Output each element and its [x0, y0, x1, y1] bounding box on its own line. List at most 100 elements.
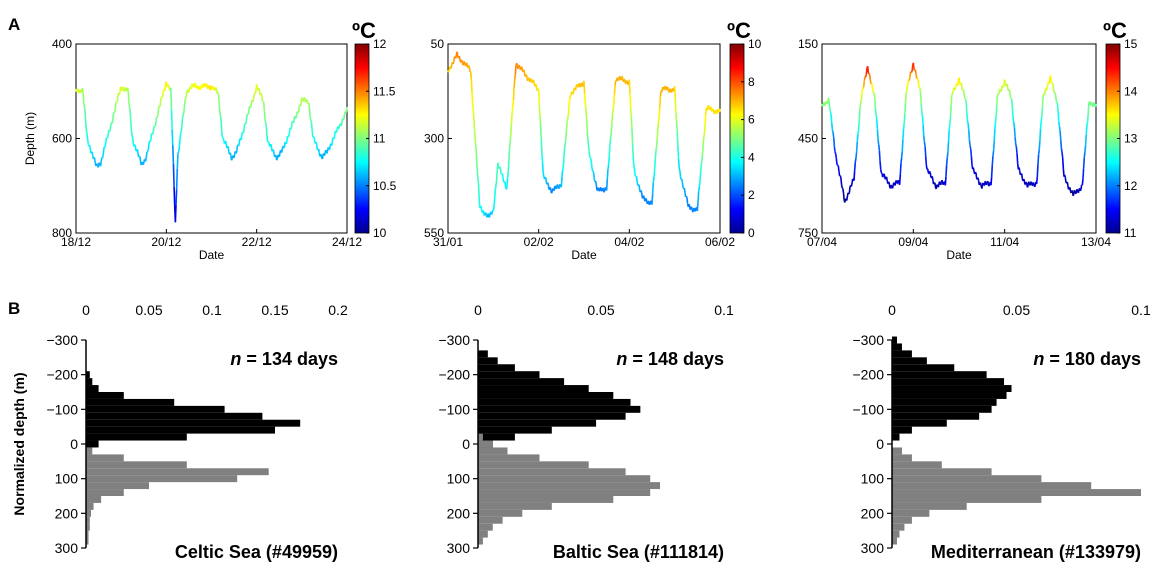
histogram-bar: [478, 440, 493, 448]
trace-segment: [469, 71, 473, 80]
trace-segment: [644, 199, 647, 202]
histogram-series-1: [86, 371, 301, 448]
trace-segment: [870, 83, 873, 86]
trace-segment: [1020, 173, 1024, 179]
trace-segment: [138, 155, 140, 158]
y-tick-label: 150: [798, 37, 818, 51]
colorbar-tick-label: 15: [1124, 37, 1138, 51]
y-tick-label: −100: [438, 401, 470, 417]
trace-segment: [678, 167, 681, 171]
trace-segment: [850, 183, 853, 187]
trace-segment: [126, 87, 130, 93]
trace-segment: [1037, 154, 1040, 166]
trace-segment: [993, 129, 996, 142]
trace-segment: [477, 183, 480, 196]
histogram-series-2: [478, 433, 661, 545]
trace-segment: [170, 109, 173, 130]
trace-segment: [908, 75, 911, 81]
trace-segment: [297, 106, 301, 113]
trace-segment: [912, 62, 915, 69]
trace-segment: [262, 100, 265, 103]
trace-segment: [681, 178, 684, 183]
trace-segment: [512, 88, 515, 101]
trace-segment: [123, 88, 126, 92]
sample-size-symbol: n: [616, 349, 627, 369]
trace-segment: [528, 77, 531, 82]
trace-segment: [206, 87, 209, 90]
x-tick-label: 24/12: [332, 235, 362, 249]
trace-segment: [970, 156, 973, 166]
trace-segment: [707, 105, 710, 109]
trace-segment: [985, 183, 988, 186]
trace-segment: [192, 84, 195, 88]
colorbar-tick-label: 11: [373, 132, 386, 146]
trace-segment: [526, 78, 530, 82]
trace-segment: [504, 181, 507, 188]
trace-segment: [713, 112, 716, 115]
trace-segment: [513, 79, 516, 89]
trace-segment: [920, 103, 923, 112]
trace-segment: [587, 139, 590, 147]
trace-segment: [893, 182, 896, 185]
histogram-bar: [86, 412, 263, 420]
trace-segment: [900, 157, 903, 165]
x-tick-label: 0.05: [587, 302, 614, 318]
trace-segment: [857, 130, 860, 135]
trace-segment: [1028, 181, 1031, 185]
trace-segment: [612, 94, 616, 105]
trace-segment: [618, 75, 622, 78]
trace-segment: [465, 62, 469, 68]
trace-segment: [848, 192, 851, 195]
trace-segment: [121, 88, 124, 91]
trace-segment: [853, 170, 856, 181]
x-tick-label: 0.15: [261, 302, 288, 318]
trace-segment: [495, 170, 499, 181]
x-tick-label: 22/12: [242, 235, 272, 249]
trace-segment: [124, 87, 128, 91]
trace-segment: [252, 99, 255, 103]
trace-segment: [447, 68, 451, 73]
trace-segment: [888, 182, 891, 188]
y-tick-label: 550: [424, 226, 444, 240]
trace-segment: [283, 146, 286, 149]
histogram-bar: [892, 357, 927, 365]
histogram-bar: [86, 454, 124, 462]
histogram-bar: [478, 496, 614, 503]
histogram-bar: [86, 496, 102, 503]
histogram-bar: [478, 468, 626, 476]
trace-segment: [178, 140, 181, 149]
trace-segment: [919, 92, 922, 104]
trace-segment: [229, 152, 232, 156]
sample-size-value: = 180 days: [1044, 349, 1141, 369]
trace-segment: [165, 81, 168, 87]
trace-segment: [217, 92, 220, 95]
colorbar-tick-label: 11.5: [373, 84, 396, 98]
histogram-bar: [86, 385, 99, 392]
trace-segment: [897, 179, 900, 182]
trace-segment: [220, 122, 223, 133]
trace-segment: [640, 192, 644, 198]
depth-trace: [821, 62, 1097, 203]
trace-segment: [1058, 121, 1061, 127]
trace-segment: [859, 100, 862, 105]
colorbar-unit-label: ºC: [727, 18, 751, 43]
trace-segment: [264, 119, 267, 123]
depth-trace: [75, 81, 348, 223]
trace-segment: [532, 79, 535, 83]
trace-segment: [278, 153, 281, 157]
trace-segment: [698, 182, 701, 188]
trace-segment: [473, 130, 476, 141]
trace-segment: [969, 145, 972, 149]
trace-segment: [114, 102, 117, 108]
y-tick-label: −300: [438, 332, 470, 348]
trace-segment: [917, 78, 920, 84]
trace-segment: [624, 79, 627, 84]
trace-segment: [608, 145, 611, 157]
trace-segment: [1012, 118, 1015, 123]
histogram-bar: [478, 433, 515, 441]
trace-segment: [706, 107, 709, 111]
trace-segment: [487, 213, 490, 218]
colorbar-tick-label: 10.5: [373, 179, 397, 193]
trace-segment: [290, 127, 293, 130]
